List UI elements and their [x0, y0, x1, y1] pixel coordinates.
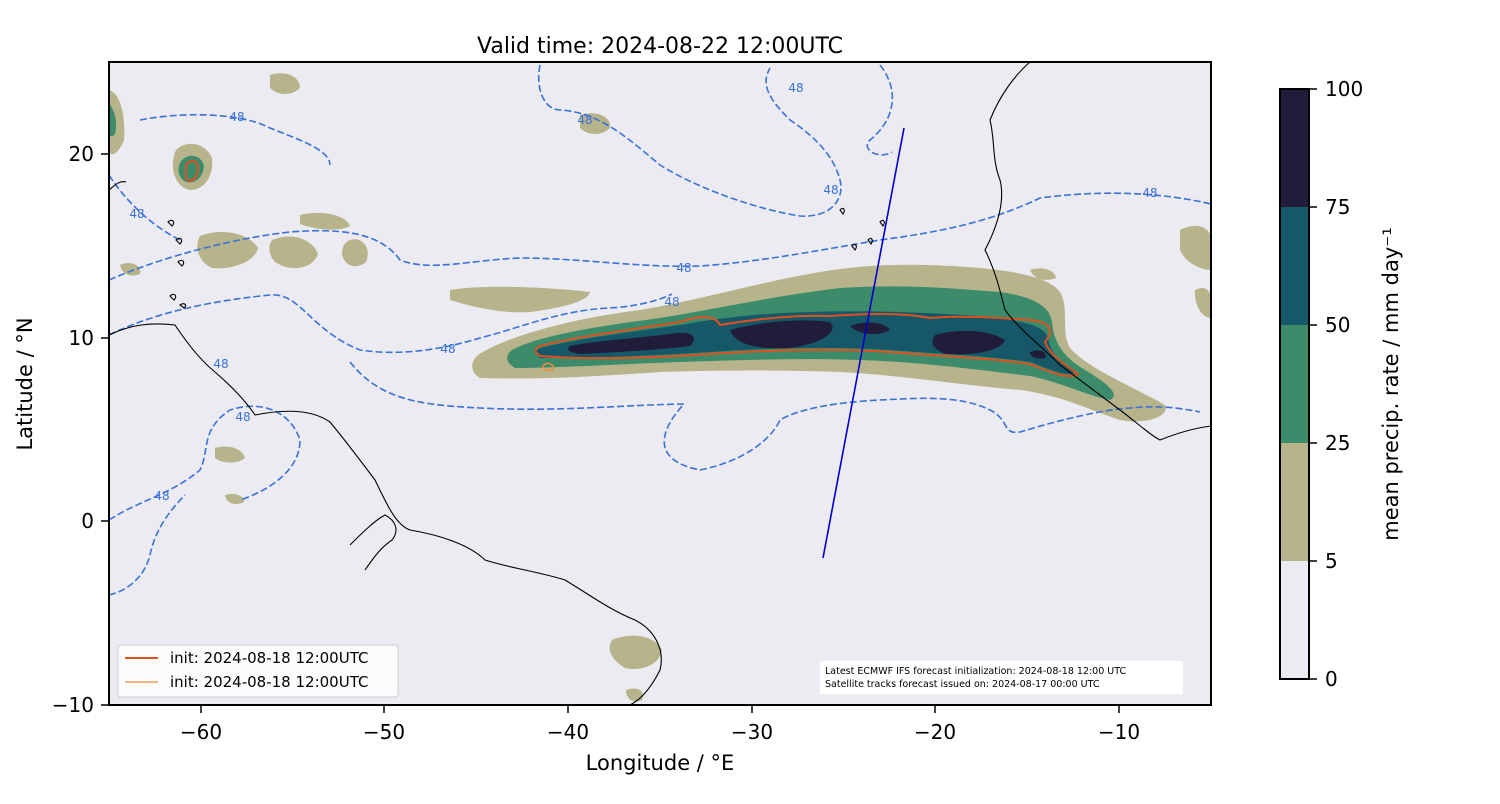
contour-label: 48	[577, 113, 592, 127]
y-tick-label: −10	[52, 693, 94, 717]
legend-box	[117, 644, 399, 698]
contour-48-lines	[109, 64, 1211, 596]
x-tick-label: −30	[731, 720, 773, 744]
colorbar-level-75-100	[1280, 89, 1309, 207]
legend-label-1: init: 2024-08-18 12:00UTC	[170, 649, 368, 667]
precip-patch	[109, 104, 117, 137]
precip-patch	[120, 263, 141, 276]
satellite-track	[822, 127, 905, 559]
coastline-caribbean	[109, 181, 187, 309]
colorbar-level-50-75	[1280, 207, 1309, 325]
coastlines	[109, 62, 1211, 705]
precip-patch	[580, 113, 611, 134]
annotation-line-1: Latest ECMWF IFS forecast initialization…	[825, 666, 1126, 677]
contour-label: 48	[788, 81, 803, 95]
contour-label: 48	[664, 295, 679, 309]
colorbar-tick-label: 0	[1325, 667, 1338, 691]
contour-48-ne	[866, 64, 894, 156]
x-tick-label: −60	[180, 720, 222, 744]
contour-label: 48	[235, 410, 250, 424]
precip-patch	[270, 73, 300, 94]
contour-label: 48	[1142, 186, 1157, 200]
x-axis	[200, 705, 1120, 713]
precip-patch	[1030, 268, 1056, 280]
forecast-annotation: Latest ECMWF IFS forecast initialization…	[820, 661, 1183, 694]
precip-patch	[269, 236, 318, 269]
colorbar-tick-label: 100	[1325, 77, 1363, 101]
coastline-south-america	[109, 323, 662, 705]
init-contour-2	[542, 362, 555, 372]
contour-labels: 48 48 48 48 48 48 48 48 48 48 48 48	[129, 81, 1157, 503]
y-tick-label: 0	[81, 509, 94, 533]
y-tick-label: 20	[69, 142, 94, 166]
plot-frame	[108, 61, 1212, 706]
map-area: 48 48 48 48 48 48 48 48 48 48 48 48	[109, 62, 1211, 705]
x-axis-title: Longitude / °E	[586, 751, 735, 775]
precip-level-75	[568, 320, 1046, 359]
colorbar-tick-label: 5	[1325, 549, 1338, 573]
legend: init: 2024-08-18 12:00UTC init: 2024-08-…	[117, 644, 399, 698]
contour-label: 48	[154, 489, 169, 503]
precip-patch	[450, 286, 590, 313]
contour-label: 48	[823, 183, 838, 197]
precip-patch	[109, 90, 125, 155]
annotation-line-2: Satellite tracks forecast issued on: 202…	[825, 679, 1100, 690]
contour-48-southwest	[109, 405, 301, 596]
x-tick-label: −10	[1098, 720, 1140, 744]
precip-patch	[300, 212, 350, 230]
init-contour-1	[534, 313, 1080, 378]
precip-patch	[1180, 225, 1211, 270]
y-axis-title: Latitude / °N	[13, 317, 37, 450]
colorbar-tick-label: 25	[1325, 431, 1350, 455]
precip-patch	[185, 159, 200, 182]
coastline-africa	[984, 62, 1211, 441]
y-tick-label: 10	[69, 326, 94, 350]
precip-patch	[225, 493, 245, 504]
contour-label: 48	[440, 342, 455, 356]
annotation-box	[820, 661, 1183, 694]
precip-patch	[178, 155, 204, 183]
colorbar-level-0-5	[1280, 561, 1309, 679]
colorbar-level-25-50	[1280, 325, 1309, 443]
colorbar-tick-label: 75	[1325, 195, 1350, 219]
contour-label: 48	[213, 357, 228, 371]
contour-label: 48	[229, 110, 244, 124]
y-axis	[101, 153, 109, 706]
contour-48-itcz-south	[109, 293, 673, 354]
x-tick-label: −40	[547, 720, 589, 744]
colorbar-tick-label: 50	[1325, 313, 1350, 337]
precip-field	[109, 73, 1211, 702]
legend-label-2: init: 2024-08-18 12:00UTC	[170, 673, 368, 691]
colorbar-level-5-25	[1280, 443, 1309, 561]
coastline-amazon-delta	[349, 514, 397, 571]
precip-patch	[626, 688, 643, 702]
contour-48-itcz-north	[109, 192, 1211, 281]
precip-patch	[342, 239, 368, 267]
contour-label: 48	[129, 207, 144, 221]
contour-label: 48	[676, 261, 691, 275]
contour-48-north-arc	[538, 64, 842, 217]
colorbar-label: mean precip. rate / mm day⁻¹	[1379, 227, 1403, 541]
contour-48-northwest	[109, 113, 331, 241]
coastline-cabo-verde	[839, 207, 885, 251]
precip-patch	[215, 446, 245, 463]
x-tick-label: −50	[363, 720, 405, 744]
colorbar-frame	[1279, 88, 1310, 680]
precip-patch	[197, 232, 258, 269]
precip-patch	[1194, 288, 1211, 318]
plot-title: Valid time: 2024-08-22 12:00UTC	[477, 34, 843, 59]
precip-patch	[609, 635, 662, 670]
colorbar: 100 75 50 25 5 0 mean precip. rate / mm …	[1279, 77, 1403, 691]
x-tick-label: −20	[914, 720, 956, 744]
